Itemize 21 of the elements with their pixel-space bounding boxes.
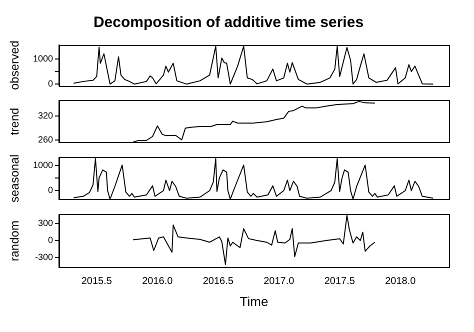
x-tick-label: 2017.5 — [324, 276, 356, 288]
x-tick-label: 2015.5 — [81, 276, 112, 288]
y-axis-title: trend — [8, 108, 22, 136]
y-tick-label: 320 — [38, 110, 53, 121]
x-tick-label: 2018.0 — [385, 276, 416, 288]
y-tick-label: 0 — [48, 185, 53, 196]
y-axis-title: observed — [8, 40, 22, 90]
x-tick-label: 2016.5 — [202, 276, 234, 288]
x-tick-label: 2017.0 — [264, 276, 295, 288]
y-tick-label: 0 — [48, 234, 53, 245]
x-axis-title: Time — [240, 294, 268, 309]
y-axis-title: random — [8, 220, 22, 262]
y-tick-label: 1000 — [32, 53, 53, 64]
x-tick-label: 2016.0 — [142, 276, 174, 288]
chart-title: Decomposition of additive time series — [93, 14, 364, 32]
y-tick-label: 300 — [38, 218, 53, 228]
y-tick-label: 260 — [38, 134, 53, 144]
y-axis-title: seasonal — [8, 154, 22, 203]
y-tick-label: -300 — [34, 252, 53, 262]
y-tick-label: 1000 — [32, 160, 53, 170]
y-tick-label: 0 — [48, 78, 53, 89]
